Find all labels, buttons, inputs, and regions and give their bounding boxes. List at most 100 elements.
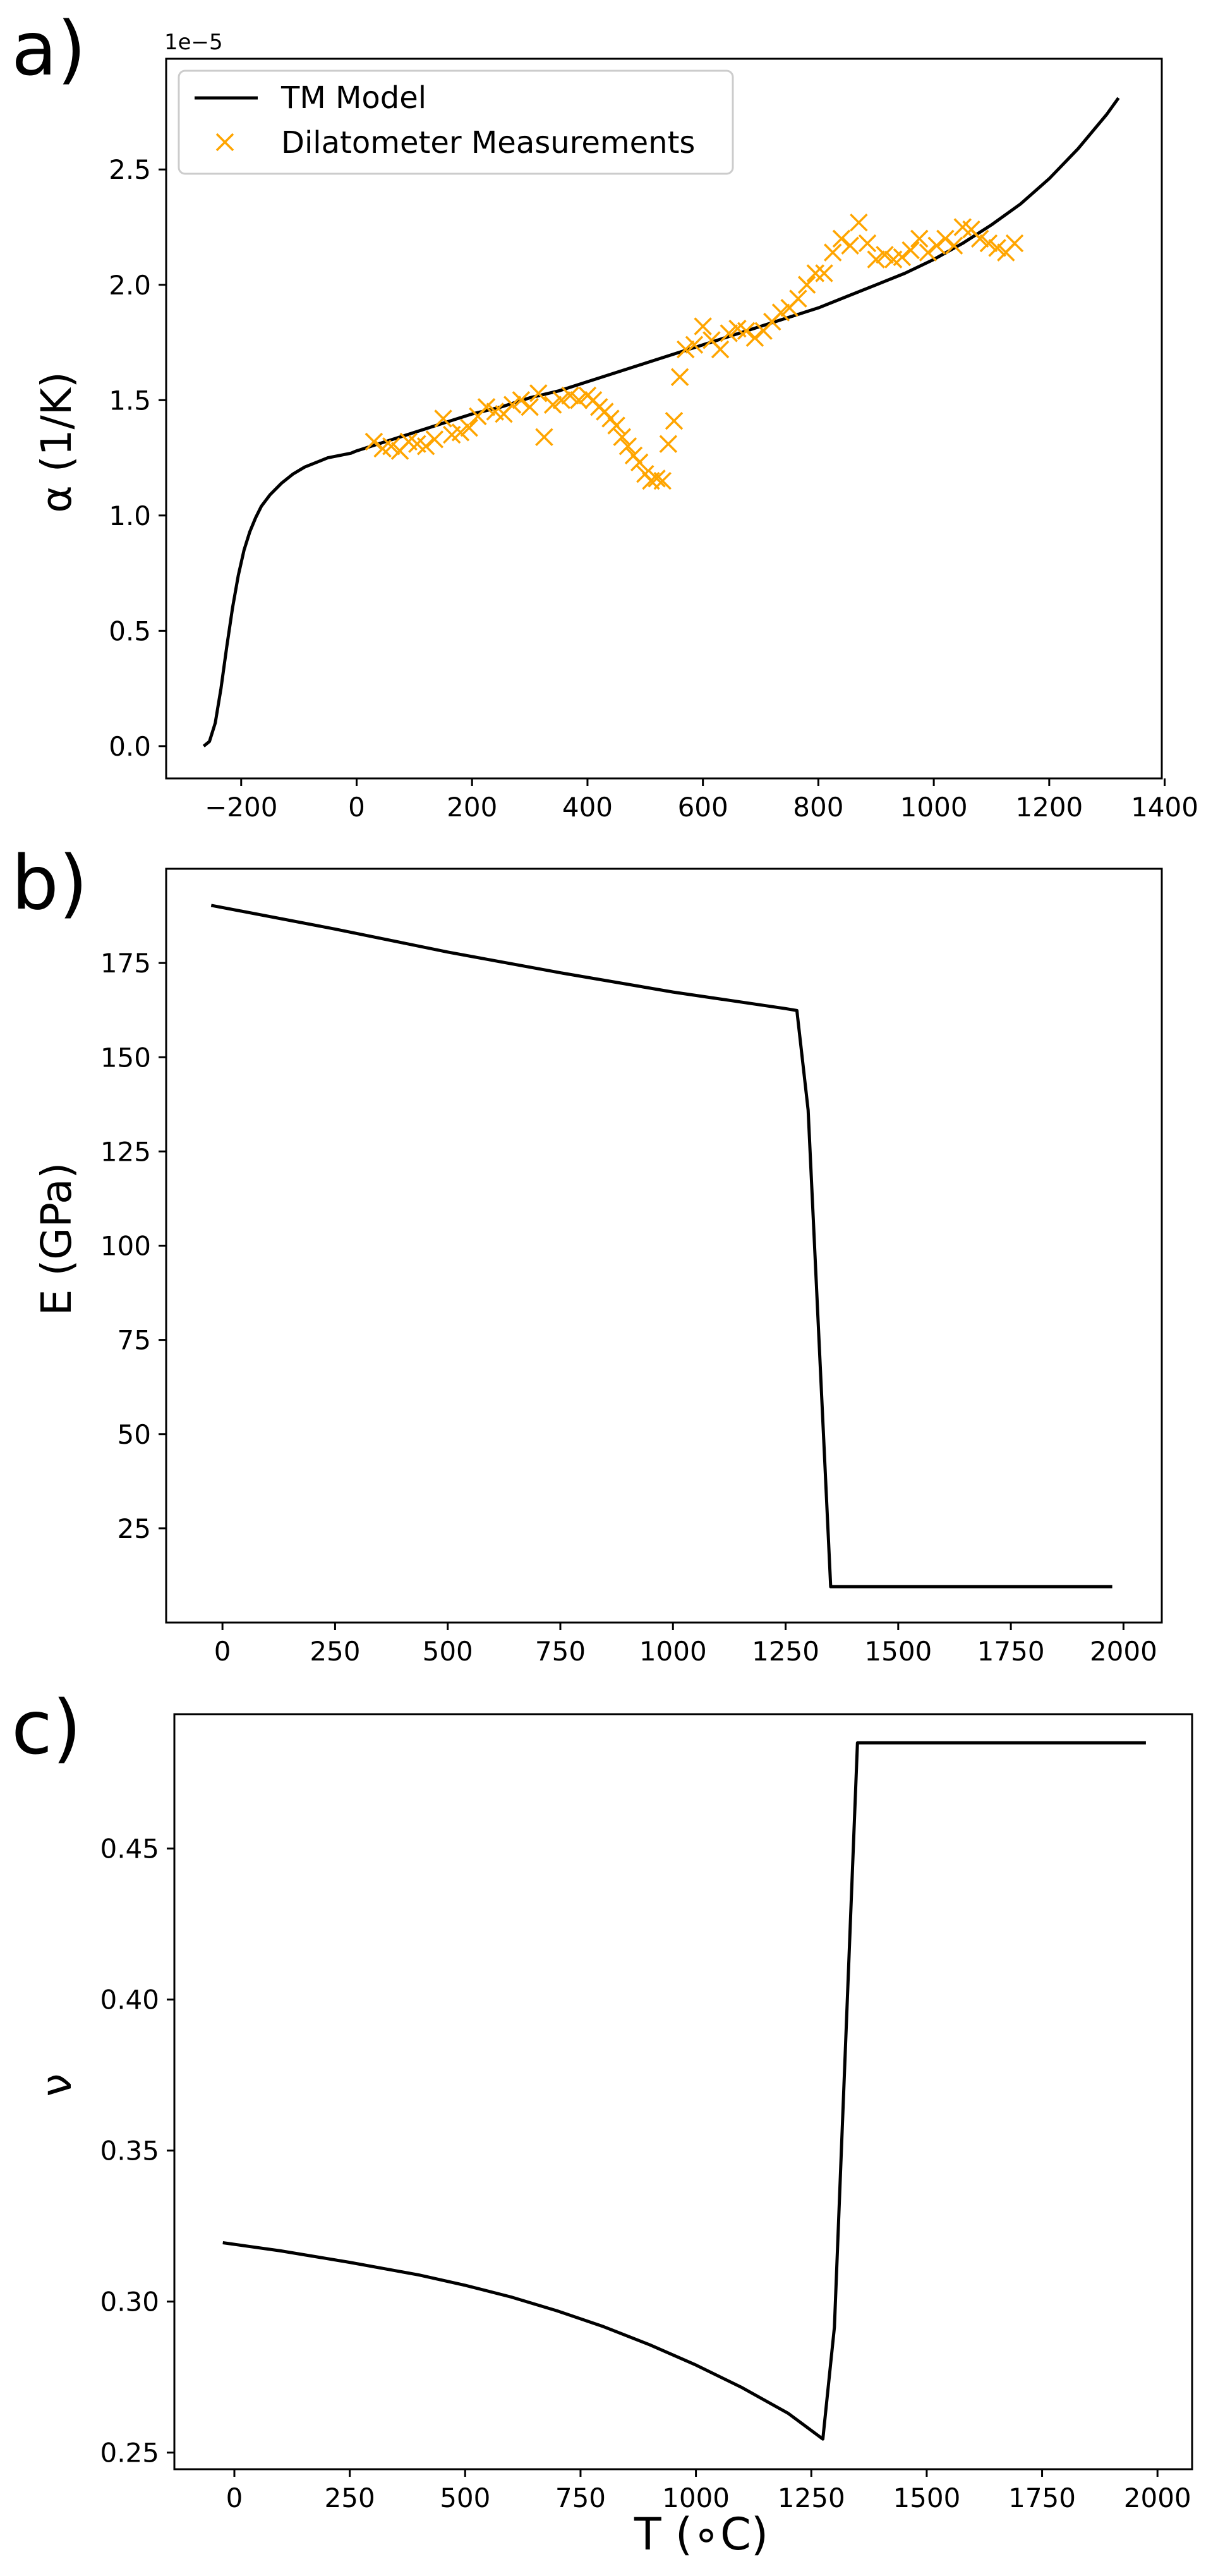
data-point: [988, 239, 1006, 257]
x-tick-label: −200: [205, 792, 277, 823]
data-point: [613, 428, 631, 446]
data-point: [512, 391, 531, 409]
x-tick-label: 1500: [893, 2482, 960, 2513]
data-point: [365, 432, 383, 451]
x-tick-label: 200: [447, 792, 497, 823]
data-point: [1005, 234, 1024, 253]
y-tick-label: 2.5: [109, 154, 151, 185]
panel-c-frame: [173, 1713, 1193, 2470]
x-tick-label: 0: [348, 792, 365, 823]
y-tick-label: 0.0: [109, 731, 151, 762]
legend-box: [178, 70, 734, 175]
data-point: [677, 340, 695, 359]
x-tick-label: 2000: [1090, 1636, 1157, 1667]
y-tick-label: 75: [118, 1325, 151, 1356]
data-point: [711, 340, 730, 359]
data-point: [850, 213, 868, 232]
y-tick-label: 1.0: [109, 500, 151, 531]
data-point: [529, 384, 548, 402]
y-tick-label: 0.30: [100, 2287, 159, 2318]
panel-c: c) ν T (∘C) 0 250 500 750 1000 1250 1500 1750 20…: [11, 1684, 1193, 2560]
data-point: [979, 234, 998, 253]
legend-label-dilatometer: Dilatometer Measurements: [281, 125, 695, 160]
data-point: [936, 229, 955, 248]
panel-c-x-axis-label: T (∘C): [634, 2508, 768, 2560]
data-point: [720, 324, 739, 342]
data-point: [561, 386, 579, 405]
data-point: [521, 398, 539, 416]
y-tick-label: 0.5: [109, 615, 151, 646]
data-point: [737, 322, 756, 341]
y-tick-label: 125: [100, 1136, 151, 1167]
x-tick-label: 1200: [1015, 792, 1083, 823]
panel-b-label: b): [11, 839, 88, 926]
x-tick-label: 2000: [1124, 2482, 1191, 2513]
y-tick-label: 150: [100, 1042, 151, 1073]
x-tick-label: 750: [535, 1636, 586, 1667]
panel-a-label: a): [11, 5, 86, 92]
panel-b-ticks: 0 250 500 750 1000 1250 1500 1750 2000 25 50 75 100 1…: [100, 948, 1157, 1667]
data-point: [745, 329, 764, 347]
panel-c-plot-area: [222, 1741, 1146, 2441]
data-point: [630, 453, 649, 472]
data-point: [867, 250, 885, 269]
x-tick-label: 0: [226, 2482, 243, 2513]
data-point: [893, 248, 912, 267]
x-tick-label: 1000: [662, 2482, 730, 2513]
data-point: [670, 368, 689, 387]
x-tick-label: 1750: [977, 1636, 1045, 1667]
data-point: [806, 264, 825, 282]
data-point: [570, 391, 588, 409]
data-point: [477, 398, 496, 416]
x-tick-label: 250: [325, 2482, 375, 2513]
data-point: [653, 471, 672, 490]
legend-marker-swatch: [215, 133, 234, 152]
x-tick-label: 0: [214, 1636, 231, 1667]
x-tick-label: 500: [423, 1636, 473, 1667]
panel-c-y-axis-label: ν: [32, 2074, 81, 2097]
panel-a-y-axis-label: α (1/K): [32, 372, 81, 513]
data-point: [665, 411, 684, 430]
data-point: [832, 229, 851, 248]
x-tick-label: 750: [555, 2482, 606, 2513]
data-point: [797, 275, 816, 294]
y-tick-label: 1.5: [109, 385, 151, 416]
series-line-a-0: [202, 97, 1120, 747]
data-point: [535, 428, 553, 446]
data-point: [648, 469, 666, 488]
panel-a-frame: [165, 57, 1163, 780]
data-point: [789, 289, 807, 308]
panel-b-y-axis-label: E (GPa): [32, 1163, 81, 1316]
data-point: [607, 416, 625, 435]
y-tick-label: 0.25: [100, 2438, 159, 2469]
y-tick-label: 0.35: [100, 2136, 159, 2167]
x-tick-label: 400: [562, 792, 613, 823]
y-tick-label: 25: [118, 1513, 151, 1544]
y-tick-label: 50: [118, 1419, 151, 1450]
data-point: [927, 236, 946, 255]
panel-c-ticks: 0 250 500 750 1000 1250 1500 1750 2000 0.25 0.30 0.…: [100, 1834, 1191, 2513]
x-tick-label: 1250: [778, 2482, 845, 2513]
data-point: [434, 409, 452, 428]
data-point: [552, 391, 571, 409]
panel-b-frame: [165, 868, 1163, 1624]
panel-a: a) 1e−5 α (1/K) −200 0 200 400 600 800 1000 120…: [11, 5, 1198, 823]
data-point: [858, 234, 877, 253]
x-tick-label: 500: [440, 2482, 490, 2513]
x-tick-label: 250: [310, 1636, 360, 1667]
series-line-b-0: [210, 904, 1112, 1588]
data-point: [841, 236, 859, 255]
panel-b: b) E (GPa) 0 250 500 750 1000 1250 1500 1750 200…: [11, 839, 1163, 1667]
x-tick-label: 1000: [900, 792, 968, 823]
x-tick-label: 600: [678, 792, 728, 823]
data-point: [618, 437, 637, 456]
x-tick-label: 800: [793, 792, 843, 823]
panel-a-plot-area: [202, 97, 1120, 747]
y-tick-label: 100: [100, 1231, 151, 1262]
y-tick-label: 0.45: [100, 1834, 159, 1865]
data-point: [503, 396, 522, 414]
x-tick-label: 1750: [1008, 2482, 1076, 2513]
data-point: [910, 229, 929, 248]
panel-a-offset-text: 1e−5: [164, 30, 223, 55]
